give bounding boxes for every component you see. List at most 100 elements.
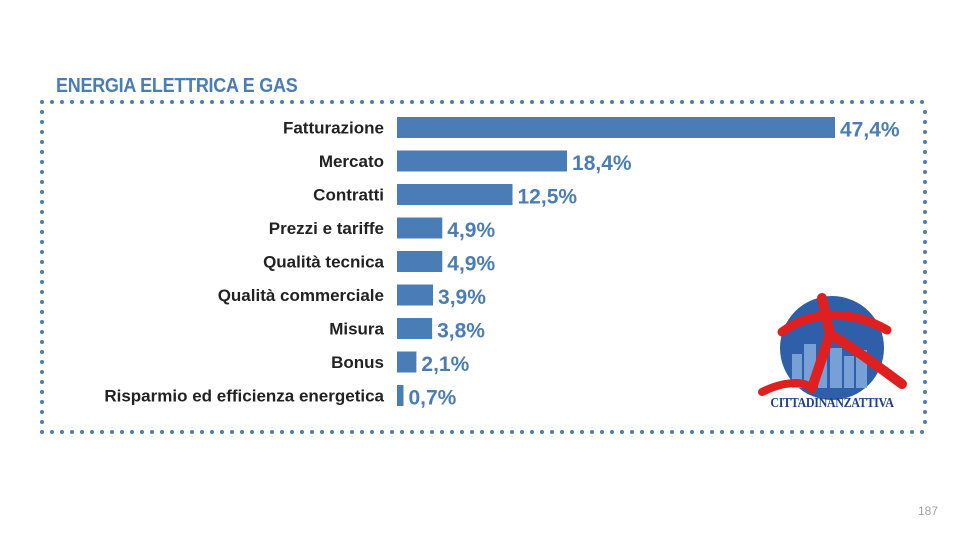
- frame-dot: [340, 430, 344, 434]
- frame-dot: [480, 430, 484, 434]
- frame-dot: [50, 100, 54, 104]
- frame-dot: [580, 430, 584, 434]
- category-label: Misura: [329, 320, 384, 339]
- frame-dot: [40, 360, 44, 364]
- frame-dot: [60, 100, 64, 104]
- frame-dot: [510, 430, 514, 434]
- frame-dot: [923, 160, 927, 164]
- frame-dot: [670, 430, 674, 434]
- frame-dot: [460, 100, 464, 104]
- frame-dot: [860, 100, 864, 104]
- frame-dot: [40, 290, 44, 294]
- frame-dot: [210, 430, 214, 434]
- frame-dot: [40, 260, 44, 264]
- frame-dot: [910, 430, 914, 434]
- frame-dot: [560, 100, 564, 104]
- bar: [397, 318, 433, 339]
- frame-dot: [430, 100, 434, 104]
- frame-dot: [923, 150, 927, 154]
- frame-dot: [310, 100, 314, 104]
- frame-dot: [923, 310, 927, 314]
- frame-dot: [140, 430, 144, 434]
- frame-dot: [280, 430, 284, 434]
- frame-dot: [440, 430, 444, 434]
- frame-dot: [510, 100, 514, 104]
- frame-dot: [660, 430, 664, 434]
- frame-dot: [140, 100, 144, 104]
- frame-dot: [923, 290, 927, 294]
- frame-dot: [440, 100, 444, 104]
- frame-dot: [700, 430, 704, 434]
- frame-dot: [750, 430, 754, 434]
- frame-dot: [530, 100, 534, 104]
- frame-dot: [170, 100, 174, 104]
- frame-dot: [80, 430, 84, 434]
- frame-dot: [923, 210, 927, 214]
- bar: [397, 284, 434, 306]
- frame-dot: [620, 100, 624, 104]
- dotted-frame: [40, 100, 927, 434]
- frame-dot: [190, 100, 194, 104]
- value-label: 4,9%: [447, 219, 495, 242]
- frame-dot: [923, 420, 927, 424]
- frame-dot: [540, 430, 544, 434]
- frame-dot: [40, 140, 44, 144]
- frame-dot: [920, 100, 924, 104]
- value-label: 18,4%: [572, 152, 632, 175]
- frame-dot: [923, 400, 927, 404]
- frame-dot: [280, 100, 284, 104]
- category-label: Qualità tecnica: [263, 253, 384, 272]
- value-label: 47,4%: [840, 119, 900, 142]
- frame-dot: [480, 100, 484, 104]
- frame-dot: [290, 430, 294, 434]
- frame-dot: [410, 430, 414, 434]
- chart-title: ENERGIA ELETTRICA E GAS: [56, 75, 298, 97]
- frame-dot: [720, 430, 724, 434]
- value-label: 4,9%: [447, 253, 495, 276]
- frame-dot: [520, 430, 524, 434]
- frame-dot: [390, 430, 394, 434]
- frame-dot: [490, 430, 494, 434]
- frame-dot: [40, 210, 44, 214]
- frame-dot: [380, 100, 384, 104]
- frame-dot: [330, 430, 334, 434]
- frame-dot: [90, 430, 94, 434]
- frame-dot: [780, 100, 784, 104]
- frame-dot: [890, 100, 894, 104]
- frame-dot: [660, 100, 664, 104]
- bars-layer: Fatturazione 47,4% Mercato 18,4% Contratti 12…: [104, 117, 900, 410]
- frame-dot: [570, 100, 574, 104]
- frame-dot: [360, 430, 364, 434]
- frame-dot: [923, 130, 927, 134]
- frame-dot: [923, 250, 927, 254]
- frame-dot: [740, 100, 744, 104]
- frame-dot: [770, 430, 774, 434]
- frame-dot: [40, 220, 44, 224]
- frame-dot: [900, 430, 904, 434]
- category-label: Mercato: [319, 152, 384, 171]
- frame-dot: [730, 430, 734, 434]
- frame-dot: [40, 400, 44, 404]
- page-number: 187: [917, 504, 938, 518]
- frame-dot: [290, 100, 294, 104]
- frame-dot: [260, 430, 264, 434]
- frame-dot: [190, 430, 194, 434]
- frame-dot: [40, 200, 44, 204]
- frame-dot: [630, 430, 634, 434]
- frame-dot: [470, 430, 474, 434]
- frame-dot: [500, 100, 504, 104]
- cittadinanzattiva-logo: CITTADINANZATTIVA: [752, 292, 912, 420]
- category-label: Fatturazione: [283, 119, 384, 138]
- frame-dot: [870, 430, 874, 434]
- frame-dot: [40, 370, 44, 374]
- frame-dot: [680, 430, 684, 434]
- frame-dot: [370, 100, 374, 104]
- frame-dot: [250, 430, 254, 434]
- frame-dot: [830, 100, 834, 104]
- frame-dot: [320, 100, 324, 104]
- frame-dot: [400, 430, 404, 434]
- frame-dot: [40, 410, 44, 414]
- frame-dot: [150, 430, 154, 434]
- frame-dot: [400, 100, 404, 104]
- frame-dot: [70, 100, 74, 104]
